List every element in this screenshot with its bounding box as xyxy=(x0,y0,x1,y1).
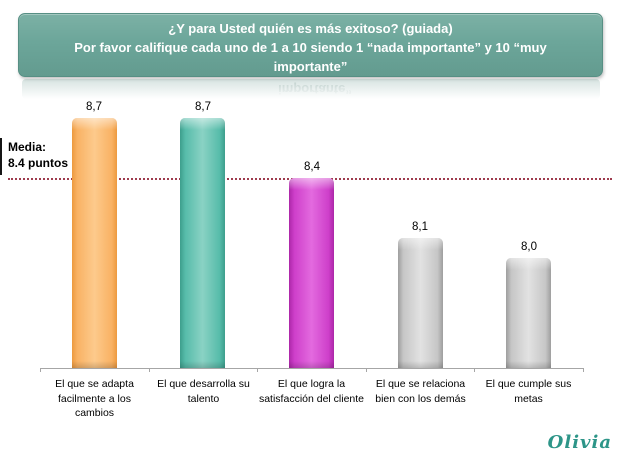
category-label: El que cumple sus metas xyxy=(485,378,572,405)
bar-2 xyxy=(180,118,225,368)
bar-value-label: 8,1 xyxy=(412,221,428,233)
bar-value-label: 8,4 xyxy=(304,161,320,173)
mean-annotation-label: Media: xyxy=(8,140,47,154)
question-banner: ¿Y para Usted quién es más exitoso? (gui… xyxy=(18,13,603,77)
banner-title-line2: Por favor califique cada uno de 1 a 10 s… xyxy=(74,39,547,74)
x-axis-tick xyxy=(583,368,584,372)
bar-4 xyxy=(398,238,443,368)
mean-annotation: Media: 8.4 puntos xyxy=(8,139,68,171)
banner-shadow xyxy=(22,79,600,99)
category-label: El que logra la satisfacción del cliente xyxy=(258,378,365,405)
bar-value-label: 8,7 xyxy=(195,101,211,113)
x-axis-line xyxy=(40,368,583,369)
bar-5 xyxy=(506,258,551,368)
banner-reflection-text: importante” xyxy=(278,82,352,97)
bar-value-label: 8,7 xyxy=(86,101,102,113)
category-label: El que se relaciona bien con los demás xyxy=(375,378,466,405)
banner-title-line1: ¿Y para Usted quién es más exitoso? (gui… xyxy=(168,20,453,36)
category-label: El que desarrolla su talento xyxy=(157,378,250,405)
bar-3 xyxy=(289,178,334,368)
bar-1 xyxy=(72,118,117,368)
olivia-logo: Olivia xyxy=(547,432,612,453)
x-axis-tick xyxy=(257,368,258,372)
x-axis-tick xyxy=(366,368,367,372)
x-axis-tick xyxy=(474,368,475,372)
left-edge-mark xyxy=(0,138,2,175)
x-axis-tick xyxy=(149,368,150,372)
mean-annotation-value: 8.4 puntos xyxy=(8,156,69,170)
category-label: El que se adapta facilmente a los cambio… xyxy=(55,378,134,419)
bar-value-label: 8,0 xyxy=(521,241,537,253)
x-axis-tick xyxy=(40,368,41,372)
